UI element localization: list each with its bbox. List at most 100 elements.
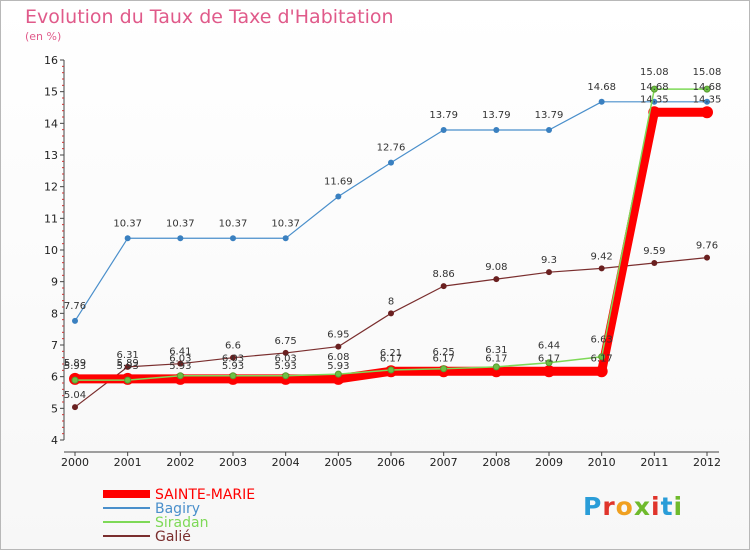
data-label-siradan: 6.63 xyxy=(591,335,613,346)
data-label-gali-: 6.31 xyxy=(117,350,139,361)
chart-title: Evolution du Taux de Taxe d'Habitation xyxy=(25,6,394,28)
x-tick-label: 2007 xyxy=(430,456,458,469)
y-tick-label: 10 xyxy=(44,244,58,257)
data-label-bagiry: 14.68 xyxy=(587,82,616,93)
x-tick-label: 2000 xyxy=(61,456,89,469)
data-label-sainte-marie: 6.17 xyxy=(538,353,560,364)
x-tick-label: 2002 xyxy=(166,456,194,469)
data-label-sainte-marie: 14.35 xyxy=(693,94,722,105)
x-tick-label: 2008 xyxy=(482,456,510,469)
data-label-sainte-marie: 6.17 xyxy=(380,353,402,364)
data-label-siradan: 15.08 xyxy=(640,67,669,78)
data-label-gali-: 6.75 xyxy=(275,336,297,347)
point-bagiry xyxy=(440,126,447,133)
point-sainte-marie xyxy=(543,365,555,378)
data-label-gali-: 6.95 xyxy=(327,330,349,341)
y-tick-label: 11 xyxy=(44,212,58,225)
x-tick-label: 2011 xyxy=(640,456,668,469)
point-gali- xyxy=(335,343,342,350)
data-label-gali-: 6.6 xyxy=(225,341,241,352)
series-line-bagiry xyxy=(74,101,707,322)
point-siradan xyxy=(229,372,237,380)
data-label-gali-: 5.04 xyxy=(64,390,86,401)
data-label-siradan: 6.03 xyxy=(275,354,297,365)
point-gali- xyxy=(704,254,710,261)
data-label-gali-: 9.08 xyxy=(485,262,507,273)
point-sainte-marie xyxy=(648,106,661,119)
point-gali- xyxy=(124,363,131,370)
x-tick-label: 2001 xyxy=(114,456,142,469)
data-label-sainte-marie: 5.93 xyxy=(222,361,244,372)
point-bagiry xyxy=(177,235,184,242)
proxiti-logo: Proxiti xyxy=(583,492,684,521)
data-label-siradan: 6.21 xyxy=(380,348,402,359)
point-siradan xyxy=(282,372,290,380)
point-siradan xyxy=(334,370,342,378)
point-gali- xyxy=(282,349,289,356)
point-siradan xyxy=(71,376,79,384)
y-tick-label: 15 xyxy=(44,86,58,99)
point-bagiry xyxy=(598,98,605,105)
data-label-bagiry: 13.79 xyxy=(535,110,564,121)
y-tick-label: 14 xyxy=(44,117,58,130)
point-bagiry xyxy=(493,126,500,133)
point-siradan xyxy=(492,363,500,371)
data-label-siradan: 6.31 xyxy=(485,345,507,356)
data-label-sainte-marie: 5.93 xyxy=(64,361,86,372)
legend-label-gali-: Galié xyxy=(155,529,191,545)
data-label-gali-: 9.42 xyxy=(591,251,613,262)
data-label-gali-: 8.86 xyxy=(433,269,455,280)
point-bagiry xyxy=(546,126,552,133)
point-sainte-marie xyxy=(595,365,608,378)
data-label-sainte-marie: 6.17 xyxy=(485,353,507,364)
data-label-siradan: 6.44 xyxy=(538,341,560,352)
legend-label-siradan: Siradan xyxy=(155,515,208,531)
data-label-siradan: 5.89 xyxy=(64,358,86,369)
data-label-gali-: 9.76 xyxy=(696,241,718,252)
point-gali- xyxy=(177,360,184,367)
point-gali- xyxy=(440,283,447,290)
y-tick-label: 13 xyxy=(44,149,58,162)
chart-subtitle: (en %) xyxy=(25,30,62,43)
data-label-gali-: 9.3 xyxy=(541,255,557,266)
point-gali- xyxy=(651,259,658,266)
data-label-bagiry: 10.37 xyxy=(271,218,300,229)
y-tick-label: 9 xyxy=(51,276,58,289)
x-tick-label: 2009 xyxy=(535,456,563,469)
x-tick-label: 2003 xyxy=(219,456,247,469)
y-tick-label: 16 xyxy=(44,54,58,67)
data-label-bagiry: 14.68 xyxy=(693,82,722,93)
x-tick-label: 2006 xyxy=(377,456,405,469)
point-bagiry xyxy=(124,235,131,242)
data-label-siradan: 6.08 xyxy=(327,352,349,363)
data-label-bagiry: 11.69 xyxy=(324,176,353,187)
y-tick-label: 8 xyxy=(51,307,58,320)
point-bagiry xyxy=(72,317,78,324)
data-label-siradan: 5.89 xyxy=(117,358,139,369)
point-siradan xyxy=(176,372,184,380)
x-tick-label: 2005 xyxy=(324,456,352,469)
data-label-bagiry: 10.37 xyxy=(219,218,248,229)
x-tick-label: 2010 xyxy=(588,456,616,469)
point-gali- xyxy=(388,310,394,317)
data-label-sainte-marie: 5.93 xyxy=(275,361,297,372)
point-bagiry xyxy=(704,98,710,105)
point-siradan xyxy=(440,365,448,373)
data-label-bagiry: 13.79 xyxy=(429,110,458,121)
data-label-gali-: 9.59 xyxy=(643,246,665,257)
data-label-bagiry: 12.76 xyxy=(377,143,406,154)
point-siradan xyxy=(598,353,606,361)
data-label-sainte-marie: 6.17 xyxy=(591,353,613,364)
data-label-sainte-marie: 5.93 xyxy=(327,361,349,372)
point-bagiry xyxy=(282,235,289,242)
point-gali- xyxy=(546,269,552,276)
point-gali- xyxy=(493,276,500,283)
data-label-bagiry: 7.76 xyxy=(64,301,86,312)
y-tick-label: 7 xyxy=(51,339,58,352)
data-label-bagiry: 14.68 xyxy=(640,82,669,93)
y-tick-label: 5 xyxy=(51,402,58,415)
data-label-sainte-marie: 5.93 xyxy=(169,361,191,372)
y-tick-label: 6 xyxy=(51,371,58,384)
data-label-gali-: 6.41 xyxy=(169,347,191,358)
